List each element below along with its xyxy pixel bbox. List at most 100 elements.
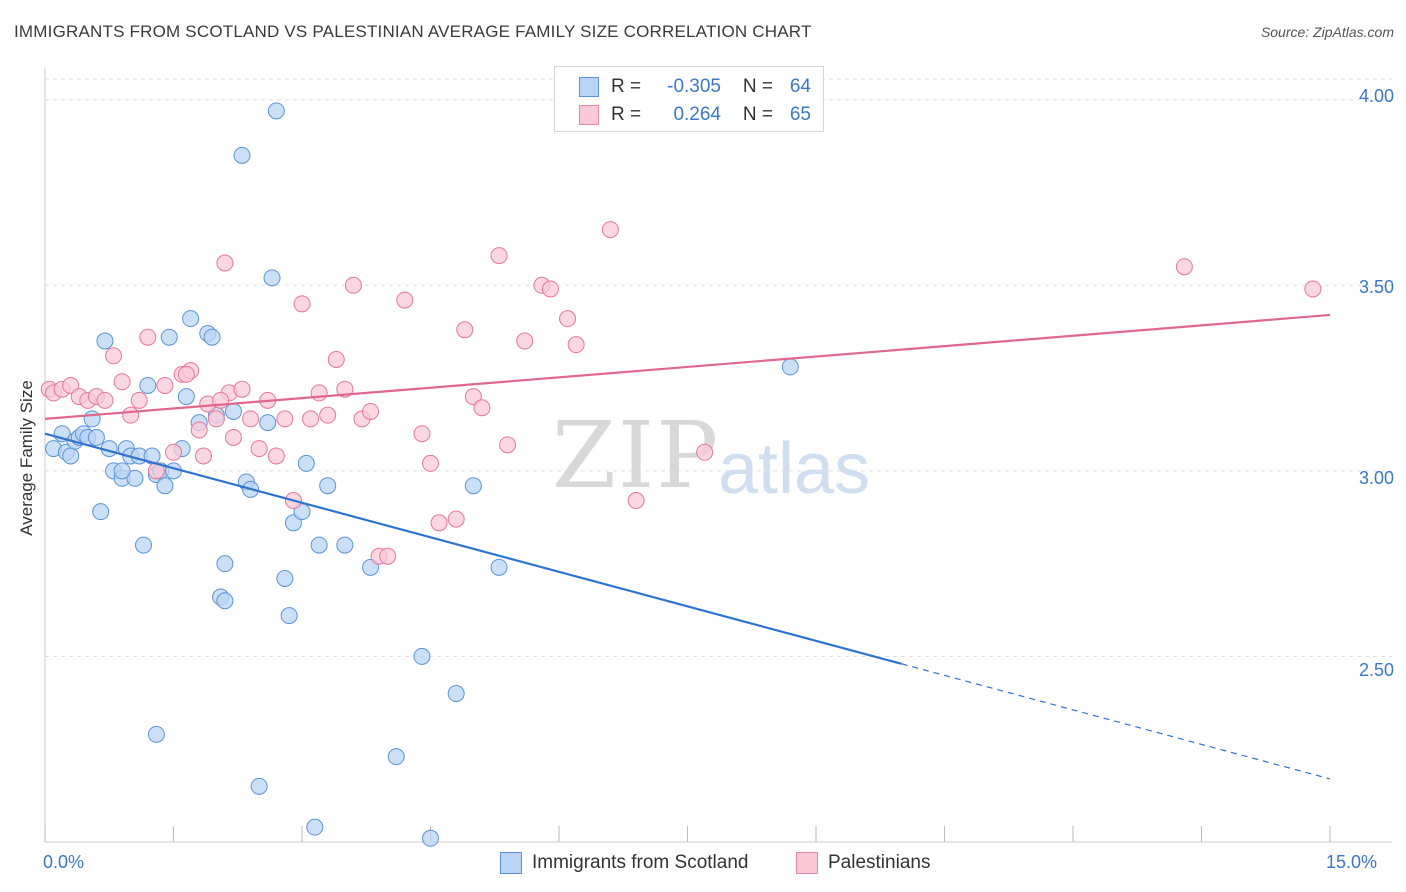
palestinian-point-37 <box>336 380 354 398</box>
series-legend: Immigrants from Scotland Palestinians <box>0 852 1406 878</box>
scotland-point-54 <box>447 685 465 703</box>
scotland-point-3 <box>62 447 80 465</box>
palestinian-point-34 <box>310 384 328 402</box>
r-label: R = <box>611 76 642 97</box>
scotland-point-40 <box>267 102 285 120</box>
palestinian-point-58 <box>601 221 619 239</box>
scotland-point-15 <box>126 469 144 487</box>
scotland-point-62 <box>147 725 165 743</box>
n-value: 64 <box>789 76 811 97</box>
legend-row-scotland: R = -0.305 N = 64 <box>579 73 811 101</box>
scotland-point-48 <box>319 477 337 495</box>
palestinian-point-60 <box>696 443 714 461</box>
n-value: 65 <box>789 104 811 125</box>
scotland-point-32 <box>216 555 234 573</box>
scotland-point-34 <box>233 146 251 164</box>
legend-swatch-blue <box>579 77 599 97</box>
scotland-point-55 <box>464 477 482 495</box>
legend-label-scotland: Immigrants from Scotland <box>532 852 749 873</box>
palestinian-point-24 <box>224 428 242 446</box>
palestinian-point-11 <box>130 391 148 409</box>
palestinian-point-43 <box>396 291 414 309</box>
r-label: R = <box>611 104 642 125</box>
legend-swatch-pink <box>579 105 599 125</box>
palestinian-point-61 <box>1175 258 1193 276</box>
scotland-point-8 <box>83 410 101 428</box>
palestinian-point-55 <box>541 280 559 298</box>
scotland-point-25 <box>177 388 195 406</box>
y-tick-label-3: 3.00 <box>1358 468 1394 488</box>
palestinian-point-53 <box>516 332 534 350</box>
scotland-point-41 <box>276 569 294 587</box>
legend-row-palestinians: R = 0.264 N = 65 <box>579 101 811 129</box>
palestinian-point-50 <box>473 399 491 417</box>
r-value: 0.264 <box>673 104 721 125</box>
palestinian-point-21 <box>207 410 225 428</box>
palestinian-point-59 <box>627 492 645 510</box>
palestinian-point-48 <box>456 321 474 339</box>
scotland-point-60 <box>92 503 110 521</box>
palestinian-point-30 <box>276 410 294 428</box>
scotland-point-51 <box>387 748 405 766</box>
y-tick-label-3-5: 3.50 <box>1358 277 1394 297</box>
scotland-point-37 <box>250 777 268 795</box>
palestinian-point-62 <box>1304 280 1322 298</box>
n-label: N = <box>742 104 773 125</box>
palestinian-point-57 <box>567 336 585 354</box>
palestinian-point-46 <box>430 514 448 532</box>
legend-item-palestinians[interactable]: Palestinians <box>796 852 930 874</box>
scotland-point-63 <box>216 592 234 610</box>
watermark-atlas: atlas <box>718 429 871 509</box>
legend-label-palestinians: Palestinians <box>828 852 931 873</box>
palestinian-point-15 <box>165 443 182 461</box>
palestinian-trend-line <box>44 313 1331 420</box>
y-tick-label-4: 4.00 <box>1358 86 1394 106</box>
scotland-point-46 <box>306 818 324 836</box>
scotland-point-21 <box>156 477 174 495</box>
scotland-point-10 <box>96 332 114 350</box>
scotland-point-56 <box>490 558 508 576</box>
scotland-point-22 <box>160 328 178 346</box>
palestinian-point-7 <box>96 391 114 409</box>
scotland-point-47 <box>310 536 328 554</box>
y-axis-label: Average Family Size <box>17 380 36 536</box>
scotland-trend-extension <box>901 663 1331 780</box>
chart-title: IMMIGRANTS FROM SCOTLAND VS PALESTINIAN … <box>14 22 812 41</box>
scotland-point-26 <box>182 310 200 328</box>
palestinian-point-9 <box>113 373 131 391</box>
scotland-point-53 <box>422 829 439 847</box>
n-label: N = <box>742 76 773 97</box>
legend-swatch-scotland <box>500 852 522 874</box>
scotland-point-33 <box>224 402 242 420</box>
palestinian-point-35 <box>319 406 337 424</box>
scotland-point-52 <box>413 647 431 665</box>
palestinian-point-8 <box>105 347 123 365</box>
palestinian-point-36 <box>327 351 345 368</box>
palestinian-point-40 <box>362 402 380 420</box>
palestinian-point-63 <box>177 365 195 383</box>
palestinian-point-29 <box>267 447 285 465</box>
palestinian-point-51 <box>490 247 508 265</box>
correlation-legend: R = -0.305 N = 64 R = 0.264 N = 65 <box>554 66 824 132</box>
palestinian-point-25 <box>233 380 251 398</box>
palestinian-point-32 <box>293 295 311 313</box>
palestinian-point-42 <box>379 547 397 565</box>
palestinian-point-10 <box>122 406 140 424</box>
y-tick-label-2-5: 2.50 <box>1358 660 1394 680</box>
scotland-point-42 <box>280 607 298 625</box>
palestinian-point-12 <box>139 328 157 346</box>
scotland-point-61 <box>113 462 131 480</box>
palestinian-point-26 <box>242 410 260 428</box>
scotland-point-17 <box>139 376 157 394</box>
legend-swatch-palestinians <box>796 852 818 874</box>
scotland-point-49 <box>336 536 354 554</box>
legend-item-scotland[interactable]: Immigrants from Scotland <box>500 852 748 874</box>
scotland-trend-line <box>44 432 902 665</box>
watermark-zip: ZIP <box>552 402 721 509</box>
palestinian-point-27 <box>250 440 268 458</box>
scotland-point-59 <box>135 536 153 554</box>
scotland-point-9 <box>87 428 105 446</box>
source-label: Source: ZipAtlas.com <box>1260 24 1394 40</box>
scotland-point-38 <box>259 414 277 432</box>
